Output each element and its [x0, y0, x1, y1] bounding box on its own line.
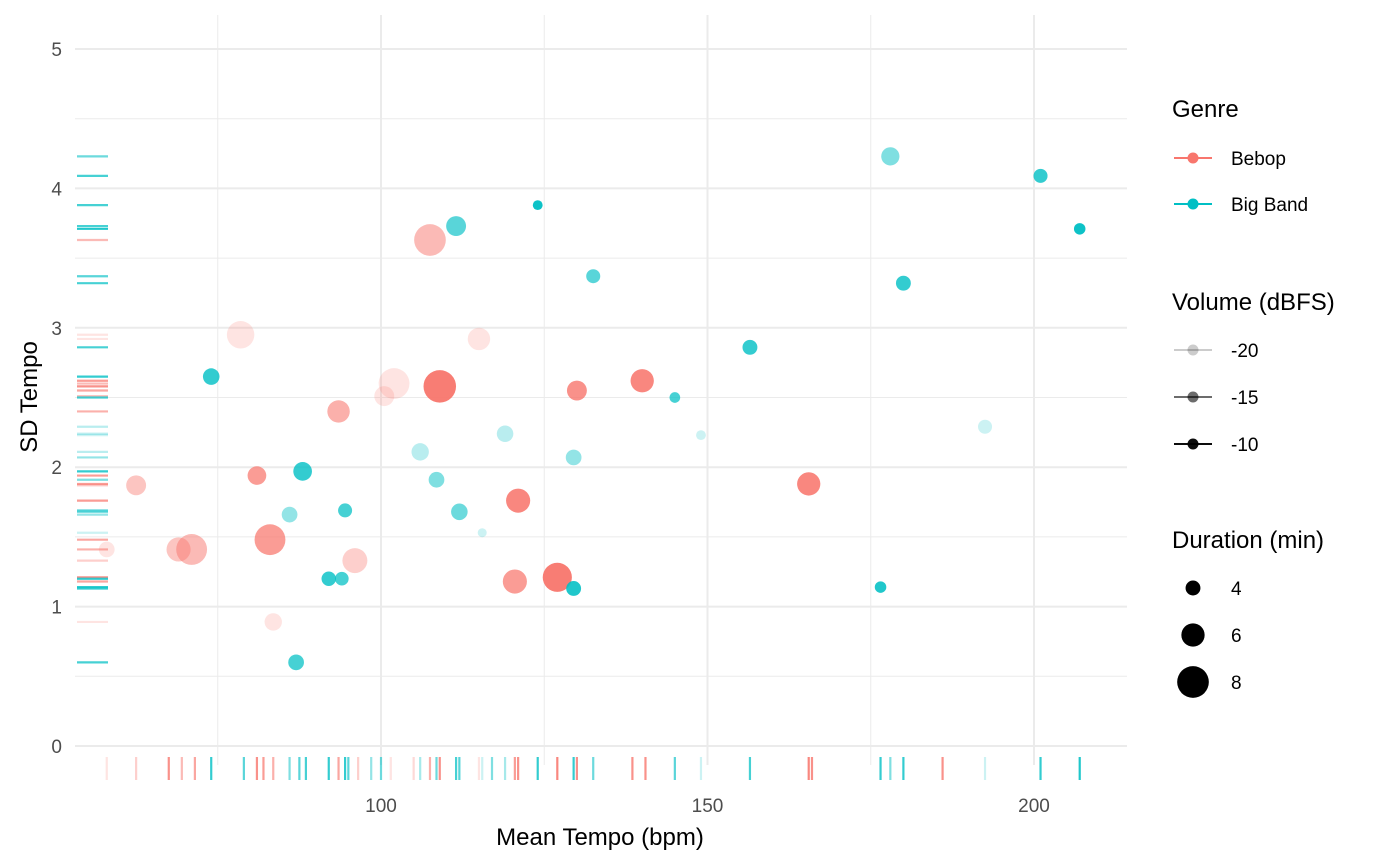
- grid-layer: [75, 15, 1127, 765]
- data-point: [281, 506, 298, 523]
- data-point: [338, 503, 353, 518]
- data-point: [247, 466, 267, 485]
- data-point: [532, 200, 543, 211]
- y-tick-label: 3: [51, 319, 62, 340]
- x-tick-label: 200: [1018, 796, 1050, 817]
- data-point: [202, 368, 220, 385]
- legend-duration-key-dot: [1177, 666, 1209, 698]
- data-point: [126, 475, 147, 496]
- data-point: [586, 269, 601, 284]
- y-tick-label: 2: [51, 458, 62, 479]
- data-point: [566, 581, 582, 596]
- data-point: [496, 425, 514, 443]
- data-point: [502, 569, 527, 594]
- data-point: [881, 147, 900, 166]
- legend-duration-label: 6: [1231, 626, 1242, 647]
- data-point: [414, 224, 446, 256]
- y-tick-label: 4: [51, 179, 62, 200]
- legend-volume-key-dot: [1187, 344, 1199, 356]
- data-point: [451, 503, 468, 521]
- data-point: [423, 370, 457, 403]
- data-point: [264, 613, 282, 631]
- legend-genre: Genre Bebop Big Band: [1172, 96, 1308, 216]
- data-point: [1073, 223, 1086, 235]
- data-point: [797, 472, 821, 496]
- rug-layer: [77, 155, 1081, 780]
- data-point: [166, 537, 191, 562]
- legend-volume-key-dot: [1187, 438, 1199, 450]
- legend-genre-label: Big Band: [1231, 195, 1308, 216]
- legend-volume: Volume (dBFS) -20 -15 -10: [1172, 289, 1335, 456]
- data-point: [477, 528, 487, 538]
- x-tick-label: 100: [365, 796, 397, 817]
- legend-duration-label: 8: [1231, 673, 1242, 694]
- data-point: [378, 368, 410, 399]
- y-tick-label: 0: [51, 737, 62, 758]
- data-point: [1033, 168, 1048, 183]
- data-point: [176, 534, 208, 565]
- data-point: [565, 449, 582, 466]
- legend-genre-label: Bebop: [1231, 149, 1286, 170]
- legend-volume-label: -20: [1231, 341, 1258, 362]
- data-point: [669, 392, 681, 403]
- ticks-layer: 100 150 200 0 1 2 3 4 5: [51, 40, 1049, 817]
- data-point: [293, 462, 312, 481]
- data-point: [895, 275, 911, 291]
- legend-genre-title: Genre: [1172, 96, 1239, 123]
- legend-volume-key-dot: [1187, 391, 1199, 403]
- legend-volume-label: -10: [1231, 435, 1258, 456]
- x-axis-title: Mean Tempo (bpm): [496, 824, 704, 851]
- data-point: [411, 443, 429, 461]
- data-point: [335, 571, 349, 586]
- legend-volume-label: -15: [1231, 388, 1258, 409]
- data-point: [446, 216, 467, 236]
- legend-duration-key-dot: [1181, 623, 1205, 647]
- y-tick-label: 5: [51, 40, 62, 61]
- data-point: [288, 654, 304, 671]
- legend-duration: Duration (min) 4 6 8: [1172, 527, 1324, 698]
- data-point: [874, 581, 887, 593]
- data-point: [327, 400, 350, 423]
- legend-genre-key-dot: [1187, 152, 1199, 164]
- data-point: [428, 471, 445, 488]
- y-axis-title: SD Tempo: [16, 341, 43, 453]
- data-point: [542, 562, 572, 592]
- data-point: [630, 369, 654, 393]
- data-point: [342, 548, 368, 574]
- y-tick-label: 1: [51, 598, 62, 619]
- data-point: [226, 321, 255, 349]
- data-point: [978, 419, 993, 434]
- points-layer: [98, 147, 1086, 671]
- data-point: [374, 386, 395, 407]
- legend-duration-label: 4: [1231, 579, 1242, 600]
- data-point: [321, 571, 336, 586]
- data-point: [696, 430, 706, 441]
- legend-volume-title: Volume (dBFS): [1172, 289, 1335, 316]
- legend-genre-key-dot: [1187, 198, 1199, 210]
- data-point: [506, 488, 531, 513]
- data-point: [98, 541, 115, 558]
- data-point: [467, 327, 491, 351]
- data-point: [566, 380, 587, 401]
- legend-duration-key-dot: [1185, 580, 1201, 596]
- data-point: [254, 524, 286, 556]
- data-point: [742, 339, 758, 355]
- x-tick-label: 150: [692, 796, 724, 817]
- legend-duration-title: Duration (min): [1172, 527, 1324, 554]
